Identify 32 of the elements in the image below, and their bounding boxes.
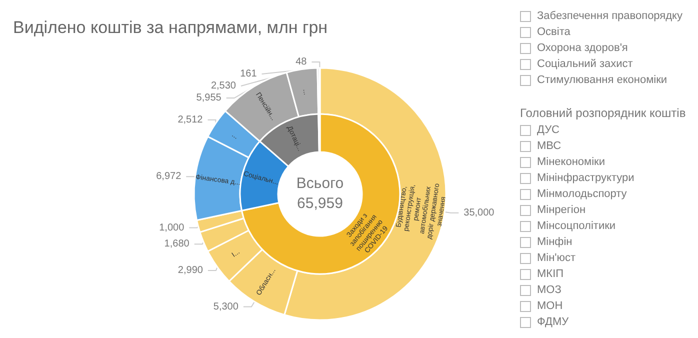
legend-title: Головний розпорядник коштів [520, 106, 687, 120]
data-label: 2,530 [210, 80, 236, 92]
text: ДУС [537, 124, 560, 136]
text: Мінекономіки [537, 156, 606, 168]
data-label: 48 [296, 56, 308, 68]
text: Мінфін [537, 236, 572, 248]
data-label: 1,000 [159, 222, 185, 234]
chart-title: Виділено коштів за напрямами, млн грн [13, 18, 328, 37]
text: МВС [537, 140, 562, 152]
data-label: 35,000 [464, 207, 495, 218]
text: Забезпечення правопорядку [537, 10, 682, 22]
text: Мін'юст [537, 252, 576, 264]
text: ФДМУ [537, 316, 569, 328]
data-label: 2,990 [178, 265, 204, 276]
data-label: 5,955 [196, 92, 222, 104]
text: Освіта [537, 26, 570, 38]
text: МКІП [537, 268, 564, 280]
text: Охорона здоров'я [537, 42, 628, 54]
data-label: 2,512 [178, 114, 204, 126]
text: Мінінфраструктури [537, 172, 634, 184]
text: Мінмолодьспорту [537, 188, 627, 200]
text: Мінсоцполітики [537, 220, 616, 232]
text: Мінрегіон [537, 204, 586, 216]
data-label: 161 [240, 68, 258, 80]
text: МОЗ [537, 284, 562, 296]
text: Соціальний захист [537, 58, 633, 70]
data-label: 5,300 [213, 301, 239, 312]
text: Стимулювання економіки [537, 74, 668, 86]
data-label: 1,680 [164, 238, 190, 250]
data-label: 6,972 [156, 171, 182, 182]
text: Всього 65,959 [296, 175, 344, 212]
text: МОН [537, 300, 563, 312]
